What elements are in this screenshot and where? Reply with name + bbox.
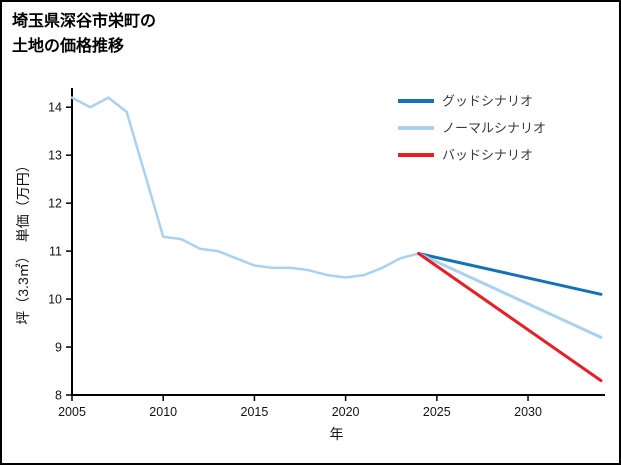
x-axis-title: 年 <box>330 426 344 442</box>
y-tick-label: 13 <box>48 149 62 163</box>
y-tick-label: 10 <box>48 293 62 307</box>
series-line-history <box>70 96 420 279</box>
legend-label: バッドシナリオ <box>442 148 533 163</box>
series-line-normal-scenario <box>417 252 603 339</box>
y-tick-label: 14 <box>48 101 62 115</box>
x-tick-label: 2015 <box>241 405 269 419</box>
y-axis-title: 坪（3.3㎡） 単価（万円） <box>15 158 31 324</box>
y-tick-label: 8 <box>55 389 62 403</box>
y-tick-label: 12 <box>48 197 62 211</box>
y-tick-label: 9 <box>55 341 62 355</box>
series-line-bad-scenario <box>417 252 603 383</box>
legend-label: グッドシナリオ <box>442 94 533 109</box>
x-tick-label: 2020 <box>332 405 360 419</box>
x-tick-label: 2005 <box>58 405 86 419</box>
series-line-good-scenario <box>417 252 603 296</box>
x-tick-label: 2025 <box>423 405 451 419</box>
chart-title: 埼玉県深谷市栄町の 土地の価格推移 <box>12 10 156 60</box>
chart-title-line1: 埼玉県深谷市栄町の <box>12 13 157 30</box>
chart-title-line2: 土地の価格推移 <box>12 37 125 55</box>
x-tick-label: 2010 <box>149 405 177 419</box>
x-tick-label: 2030 <box>514 405 542 419</box>
y-tick-label: 11 <box>49 245 62 259</box>
legend-label: ノーマルシナリオ <box>442 121 546 136</box>
